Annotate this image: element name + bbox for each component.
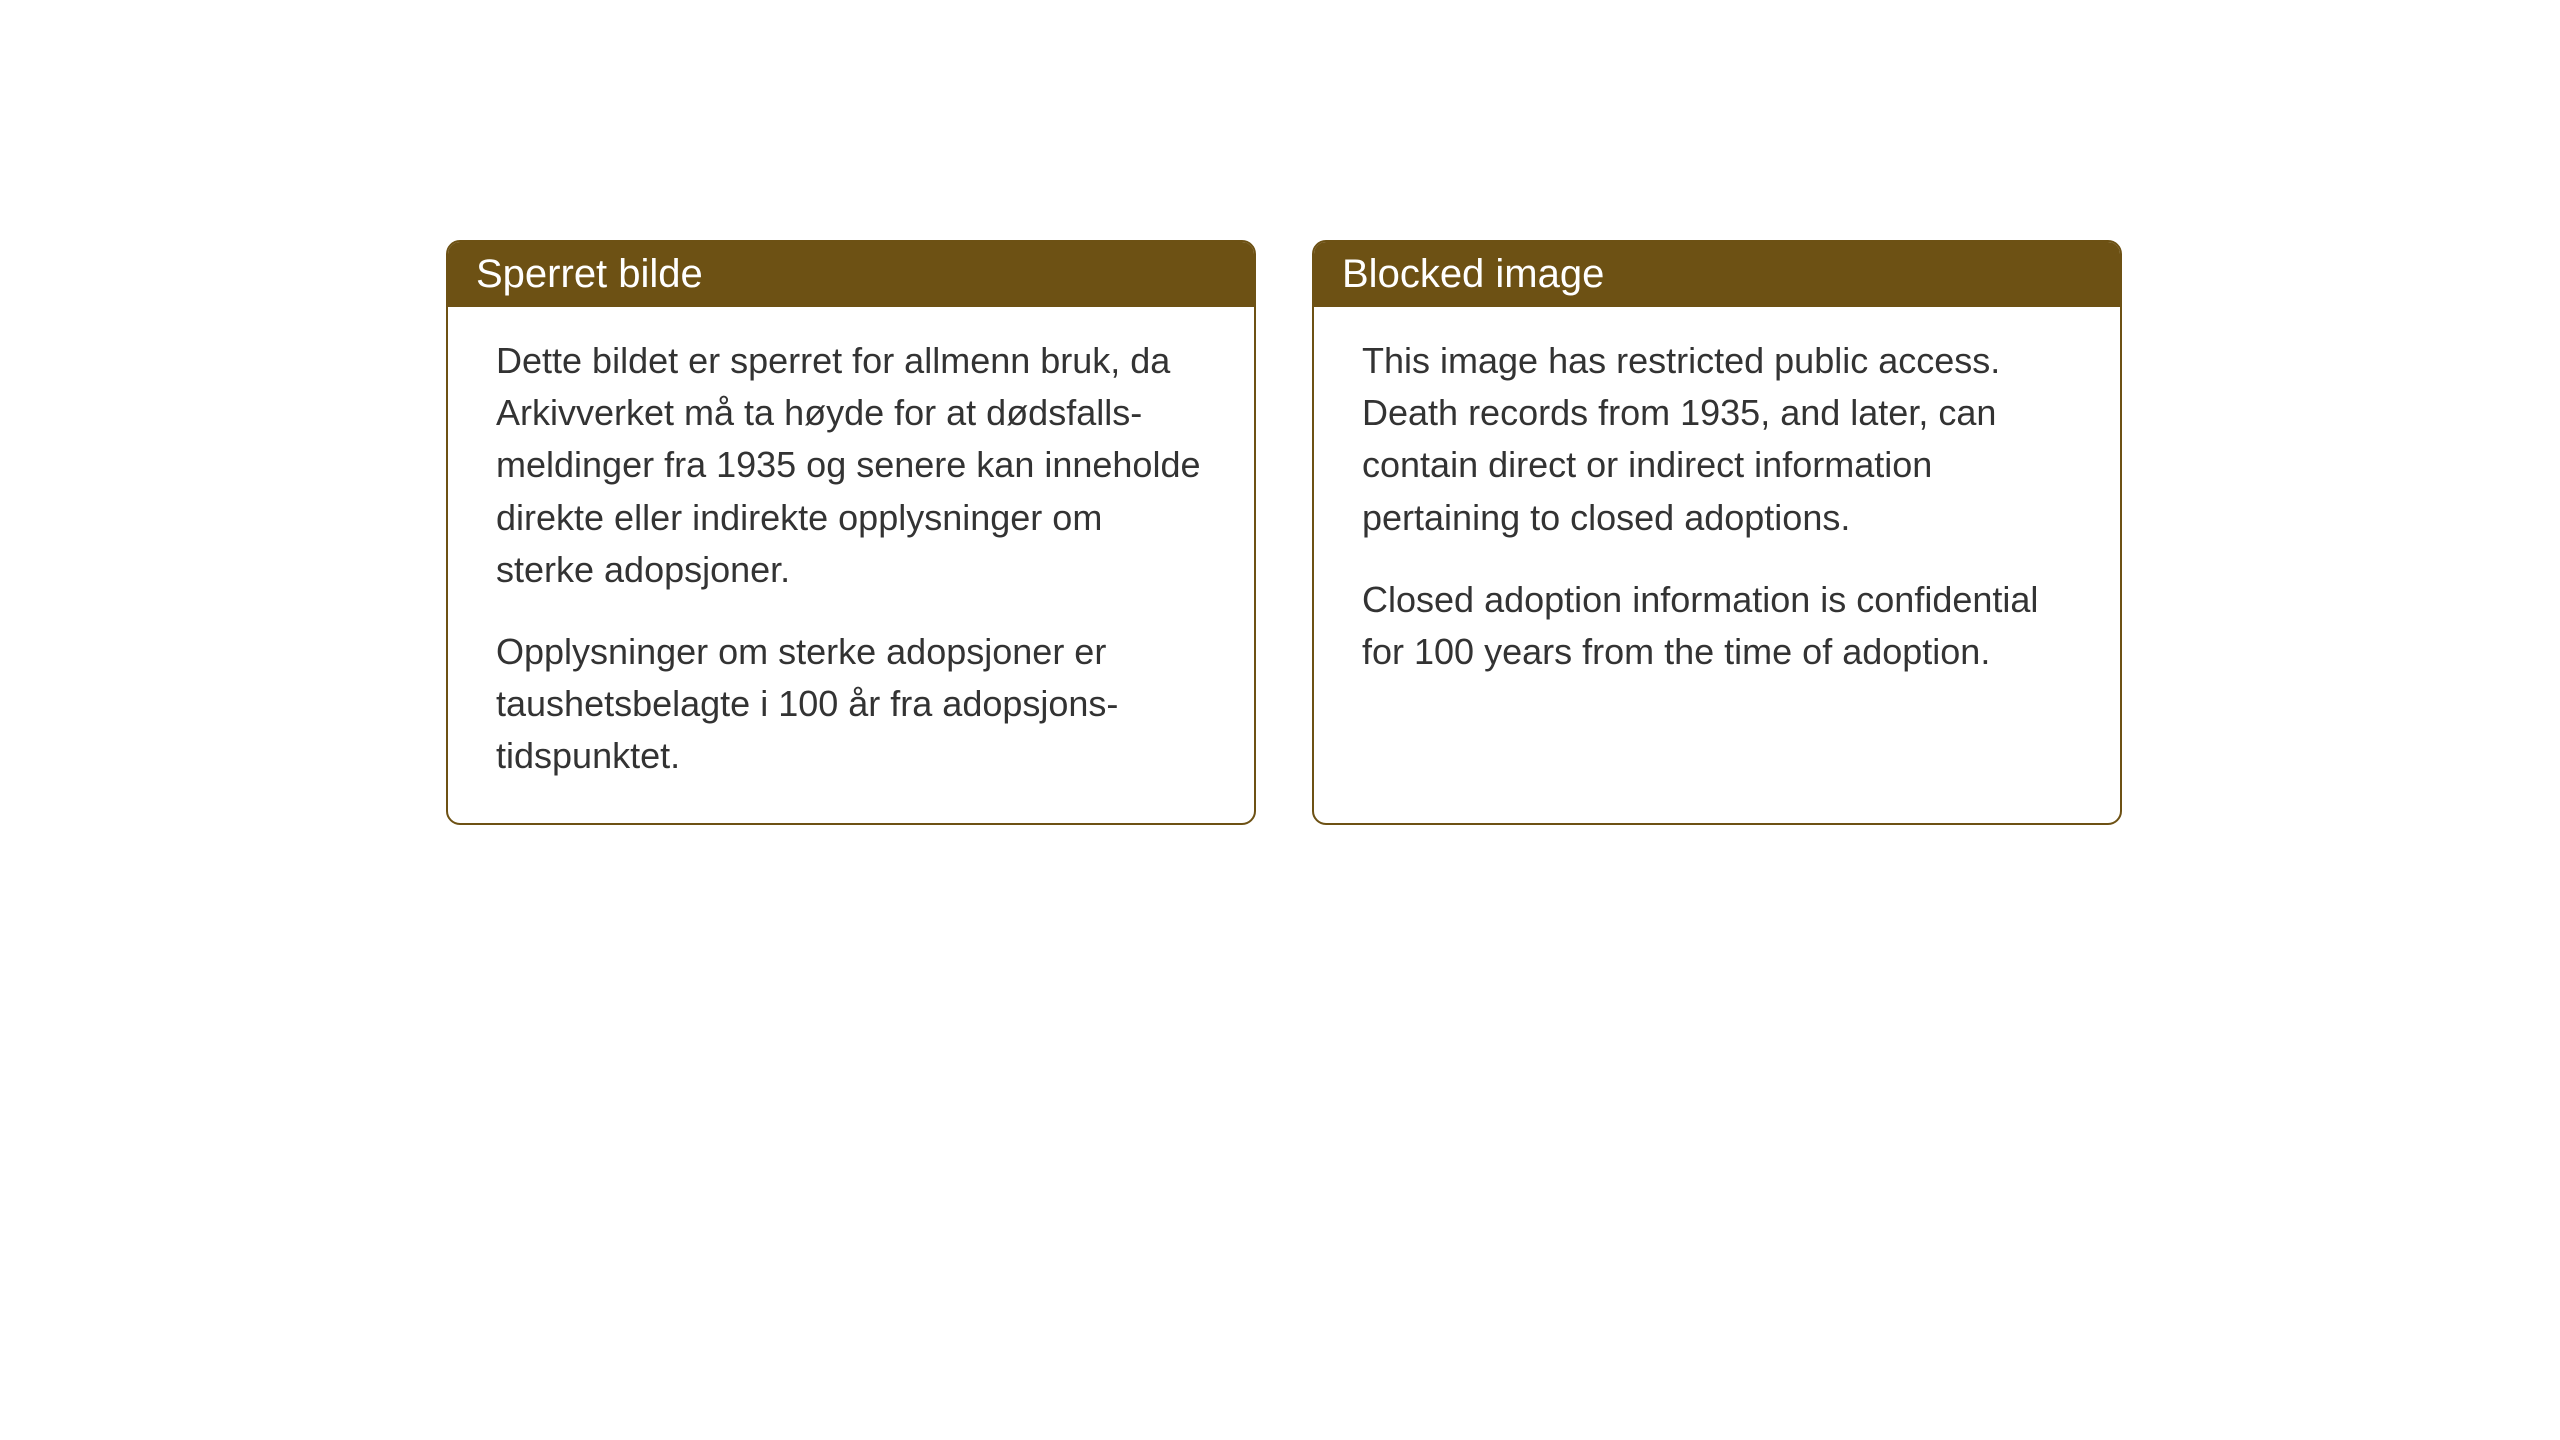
- card-body-english: This image has restricted public access.…: [1314, 307, 2120, 718]
- notice-cards-container: Sperret bilde Dette bildet er sperret fo…: [446, 240, 2122, 825]
- card-header-english: Blocked image: [1314, 242, 2120, 307]
- card-title-english: Blocked image: [1342, 252, 1604, 296]
- card-paragraph-english-2: Closed adoption information is confident…: [1362, 574, 2072, 678]
- notice-card-norwegian: Sperret bilde Dette bildet er sperret fo…: [446, 240, 1256, 825]
- card-header-norwegian: Sperret bilde: [448, 242, 1254, 307]
- card-paragraph-english-1: This image has restricted public access.…: [1362, 335, 2072, 544]
- notice-card-english: Blocked image This image has restricted …: [1312, 240, 2122, 825]
- card-body-norwegian: Dette bildet er sperret for allmenn bruk…: [448, 307, 1254, 823]
- card-title-norwegian: Sperret bilde: [476, 252, 703, 296]
- card-paragraph-norwegian-1: Dette bildet er sperret for allmenn bruk…: [496, 335, 1206, 596]
- card-paragraph-norwegian-2: Opplysninger om sterke adopsjoner er tau…: [496, 626, 1206, 783]
